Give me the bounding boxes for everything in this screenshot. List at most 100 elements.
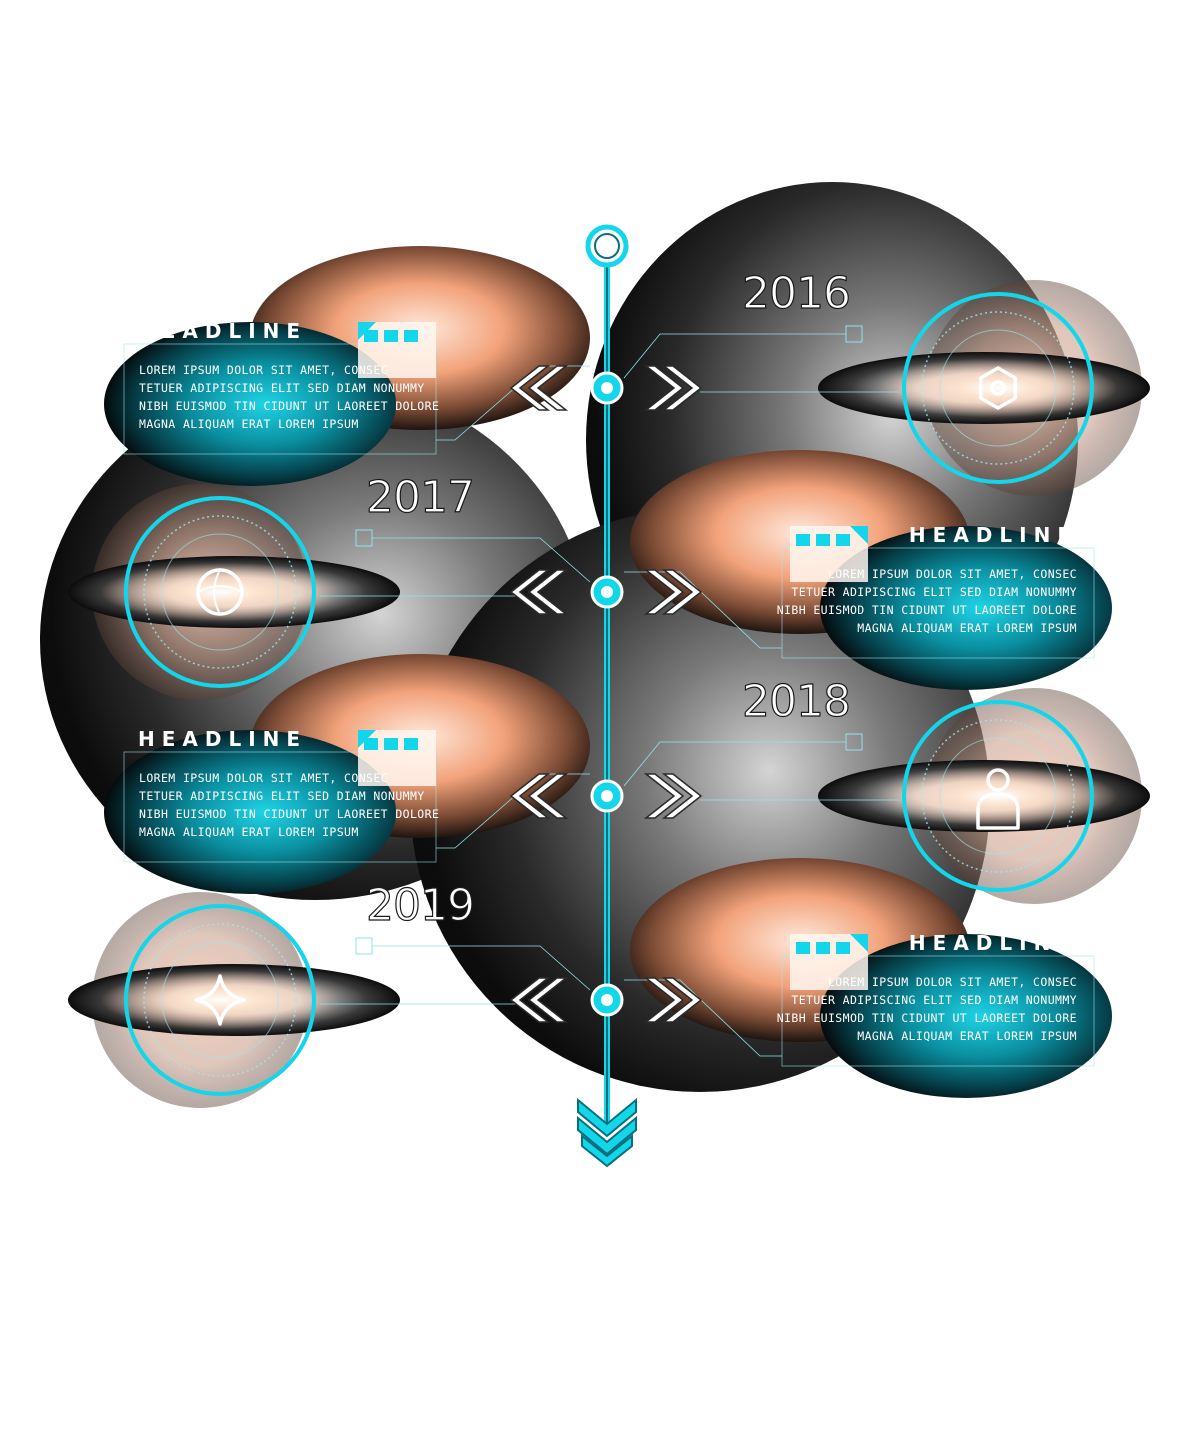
entry-body-line: NIBH EUISMOD TIN CIDUNT UT LAOREET DOLOR… — [777, 603, 1077, 617]
medallion-glow — [878, 766, 1118, 826]
teal-panel — [820, 934, 1112, 1098]
year-leader — [623, 741, 846, 787]
timeline-nodes — [590, 371, 624, 1017]
timeline-entry: HEADLINE LOREM IPSUM DOLOR SIT AMET, CONS… — [68, 858, 1112, 1108]
medallion-ring-outer — [902, 700, 1094, 892]
badge-square — [404, 330, 418, 342]
entry-body-line: TETUER ADIPISCING ELIT SED DIAM NONUMMY — [139, 789, 425, 803]
hexagon-icon-dot — [990, 380, 1006, 396]
medallion-ring-outer — [902, 292, 1094, 484]
entry-headline: HEADLINE — [909, 931, 1078, 955]
chevron-right-icon — [643, 773, 685, 819]
spine-node-center — [601, 994, 613, 1006]
medallion-ring-ticks — [143, 515, 297, 669]
badge-square — [384, 330, 398, 342]
badge-square — [836, 942, 850, 954]
chevron-right-icon — [661, 773, 703, 819]
panel-frame — [781, 547, 1095, 659]
medallion-ring-ticks — [921, 311, 1075, 465]
medallion-glow — [100, 562, 340, 622]
entry-body-line: NIBH EUISMOD TIN CIDUNT UT LAOREET DOLOR… — [139, 399, 439, 413]
medallion-ring-ticks — [143, 923, 297, 1077]
chevron-right-icon — [643, 977, 685, 1023]
year-label: 2017 — [366, 472, 474, 523]
entry-body-line: MAGNA ALIQUAM ERAT LOREM IPSUM — [139, 417, 359, 431]
year-leader — [623, 333, 846, 379]
entry-body-line: LOREM IPSUM DOLOR SIT AMET, CONSEC — [828, 567, 1077, 581]
badge-corner — [358, 322, 376, 340]
entry-body-line: LOREM IPSUM DOLOR SIT AMET, CONSEC — [828, 975, 1077, 989]
spine-top-ring — [585, 224, 629, 268]
medallion-ring-inner — [939, 737, 1057, 855]
chevron-right-icon — [643, 569, 685, 615]
medallion-glow — [100, 970, 340, 1030]
badge-square — [404, 738, 418, 750]
year-leader — [372, 537, 591, 583]
panel-frame — [123, 751, 437, 863]
medallion: 2017 — [68, 471, 591, 700]
text-block: HEADLINE LOREM IPSUM DOLOR SIT AMET, CONS… — [104, 246, 590, 486]
chevron-pair — [509, 773, 703, 819]
medallion-glow — [878, 358, 1118, 418]
entry-body-line: MAGNA ALIQUAM ERAT LOREM IPSUM — [857, 1029, 1077, 1043]
chevron-pair — [509, 569, 703, 615]
badge-square — [384, 738, 398, 750]
medallion: 2019 — [68, 879, 591, 1108]
medallion: 2018 — [623, 675, 1150, 904]
chevron-left-icon — [509, 569, 551, 615]
badge-corner — [850, 934, 868, 952]
teal-panel — [104, 730, 396, 894]
panel-frame — [123, 343, 437, 455]
year-label: 2018 — [742, 676, 850, 727]
badge-corner — [850, 526, 868, 544]
year-marker-box — [355, 937, 373, 955]
entry-body-line: NIBH EUISMOD TIN CIDUNT UT LAOREET DOLOR… — [777, 1011, 1077, 1025]
panel-frame — [781, 955, 1095, 1067]
timeline-entry: HEADLINE LOREM IPSUM DOLOR SIT AMET, CONS… — [68, 450, 1112, 700]
chevron-left-icon — [509, 365, 551, 411]
badge-square — [816, 942, 830, 954]
spine-top-ring-inner — [594, 233, 620, 259]
globe-icon-lines — [197, 569, 243, 615]
spine-node-center — [601, 790, 613, 802]
chevron-left-icon — [509, 773, 551, 819]
medallion-ring-inner — [161, 941, 279, 1059]
badge-corner — [358, 730, 376, 748]
medallion-ring-ticks — [921, 719, 1075, 873]
badge-square — [364, 330, 378, 342]
medallion-ring-inner — [939, 329, 1057, 447]
entry-body-line: TETUER ADIPISCING ELIT SED DIAM NONUMMY — [139, 381, 425, 395]
chevron-left-icon — [527, 365, 569, 411]
person-icon-body — [976, 792, 1020, 830]
badge-square — [836, 534, 850, 546]
chevron-left-icon — [527, 569, 569, 615]
entry-body-line: LOREM IPSUM DOLOR SIT AMET, CONSEC — [139, 771, 388, 785]
entry-body-line: MAGNA ALIQUAM ERAT LOREM IPSUM — [857, 621, 1077, 635]
teal-panel — [104, 322, 396, 486]
year-label: 2019 — [366, 880, 474, 931]
badge-square — [796, 534, 810, 546]
entry-body-line: LOREM IPSUM DOLOR SIT AMET, CONSEC — [139, 363, 388, 377]
entry-headline: HEADLINE — [138, 727, 307, 751]
spine-arrow-head — [577, 1097, 637, 1168]
medallion: 2016 — [623, 267, 1150, 496]
badge-square — [796, 942, 810, 954]
year-label: 2016 — [742, 268, 850, 319]
spine-node-center — [601, 586, 613, 598]
text-block: HEADLINE LOREM IPSUM DOLOR SIT AMET, CONS… — [624, 858, 1112, 1098]
chevron-right-icon — [661, 977, 703, 1023]
medallion-ring-outer — [124, 904, 316, 1096]
chevron-pair — [509, 977, 703, 1023]
chevron-pair — [509, 365, 703, 411]
chevron-right-icon — [661, 569, 703, 615]
entry-body-line: TETUER ADIPISCING ELIT SED DIAM NONUMMY — [791, 993, 1077, 1007]
badge-square — [364, 738, 378, 750]
timeline-entry: HEADLINE LOREM IPSUM DOLOR SIT AMET, CONS… — [104, 246, 1150, 496]
hexagon-icon — [978, 366, 1018, 410]
medallion-ring-outer — [124, 496, 316, 688]
teal-panel — [820, 526, 1112, 690]
year-leader — [372, 945, 591, 991]
entry-body-line: MAGNA ALIQUAM ERAT LOREM IPSUM — [139, 825, 359, 839]
timeline-entry: HEADLINE LOREM IPSUM DOLOR SIT AMET, CONS… — [104, 654, 1150, 904]
